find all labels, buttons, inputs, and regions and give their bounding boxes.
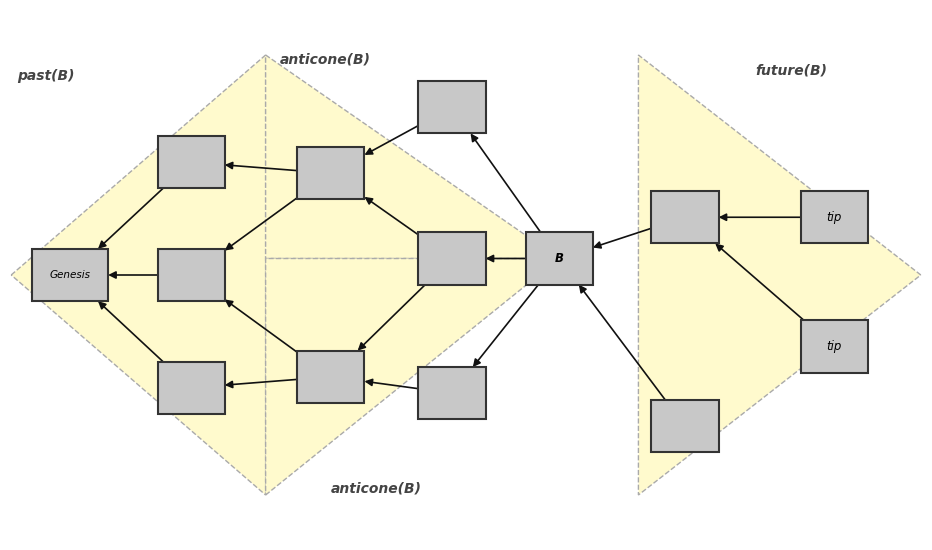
Text: Genesis: Genesis [49, 270, 90, 280]
FancyBboxPatch shape [801, 191, 868, 243]
FancyBboxPatch shape [158, 362, 225, 414]
Polygon shape [266, 55, 559, 258]
FancyBboxPatch shape [418, 367, 486, 419]
Text: anticone(B): anticone(B) [280, 52, 371, 66]
FancyBboxPatch shape [158, 249, 225, 301]
FancyBboxPatch shape [651, 400, 719, 452]
FancyBboxPatch shape [418, 232, 486, 285]
Text: B: B [555, 252, 564, 265]
FancyBboxPatch shape [526, 232, 593, 285]
Polygon shape [11, 55, 266, 495]
Polygon shape [638, 55, 921, 495]
FancyBboxPatch shape [32, 249, 108, 301]
FancyBboxPatch shape [158, 136, 225, 188]
Polygon shape [266, 258, 559, 495]
Text: future(B): future(B) [755, 63, 827, 77]
Text: tip: tip [827, 211, 842, 224]
Text: past(B): past(B) [17, 69, 75, 82]
FancyBboxPatch shape [297, 147, 364, 200]
FancyBboxPatch shape [801, 320, 868, 373]
FancyBboxPatch shape [418, 81, 486, 134]
FancyBboxPatch shape [297, 351, 364, 403]
FancyBboxPatch shape [651, 191, 719, 243]
Text: tip: tip [827, 340, 842, 353]
Text: anticone(B): anticone(B) [331, 481, 422, 495]
